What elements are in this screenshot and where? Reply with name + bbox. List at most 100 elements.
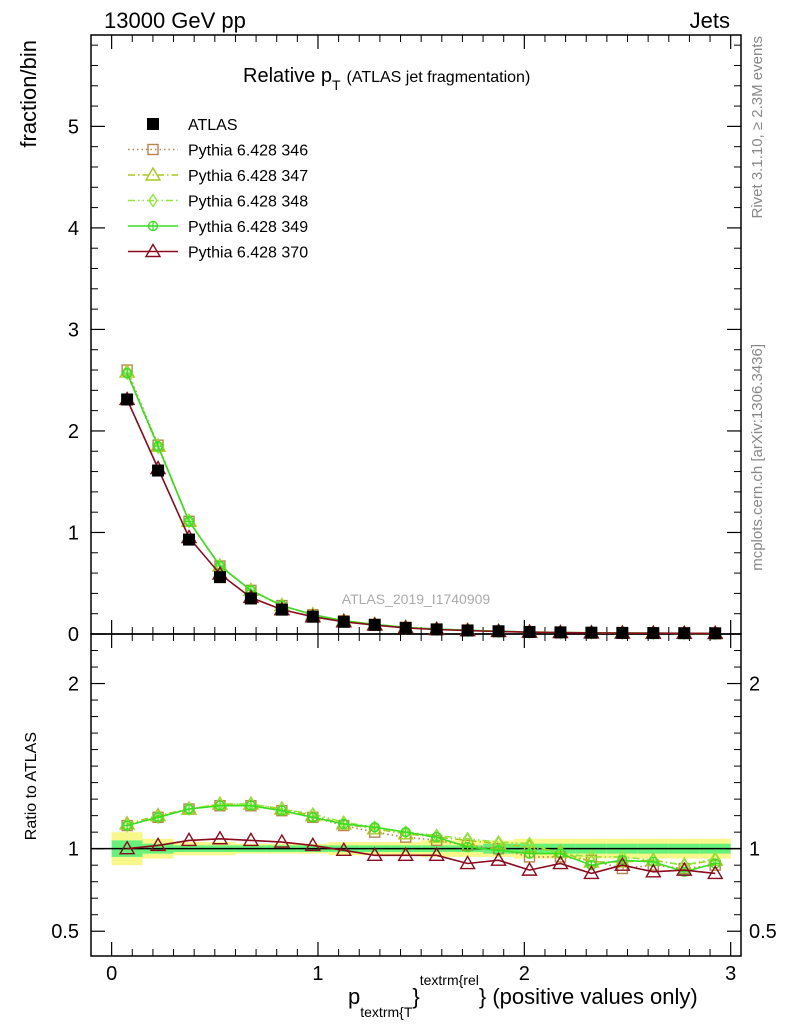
main-data-point <box>153 439 163 455</box>
ratio-y-tick-label: 0.5 <box>51 921 79 943</box>
main-ylabel: fraction/bin <box>16 40 41 148</box>
legend-marker <box>144 166 162 181</box>
analysis-watermark: ATLAS_2019_I1740909 <box>342 591 491 607</box>
chart-title: Relative pT (ATLAS jet fragmentation) <box>243 65 530 93</box>
ratio-data-point <box>366 846 383 861</box>
ratio-data-point <box>183 803 195 815</box>
x-axis-label-rest: } (positive values only) <box>479 984 698 1009</box>
ratio-data-point <box>121 820 133 831</box>
chart-title-suffix: (ATLAS jet fragmentation) <box>347 69 531 86</box>
main-data-point <box>368 618 381 631</box>
x-tick-label: 3 <box>725 963 736 985</box>
main-data-point <box>213 571 226 584</box>
ratio-data-point <box>369 819 380 835</box>
ratio-data-point <box>273 833 291 848</box>
ratio-data-point <box>184 801 194 817</box>
main-data-point <box>430 623 443 636</box>
legend-label: Pythia 6.428 346 <box>188 143 308 160</box>
main-data-point <box>647 627 660 640</box>
ratio-series-line <box>126 803 716 867</box>
main-data-point <box>492 625 505 638</box>
main-data-point <box>554 626 567 639</box>
ratio-data-point <box>149 836 167 852</box>
main-data-point <box>709 627 722 640</box>
ratio-data-point <box>211 830 229 845</box>
main-y-tick-label: 0 <box>68 624 79 646</box>
main-y-tick-label: 2 <box>68 421 79 443</box>
x-tick-label: 0 <box>106 963 117 985</box>
header-energy-label: 13000 GeV pp <box>104 8 246 33</box>
ratio-y-tick-label-right: 2 <box>749 674 760 696</box>
ratio-data-point <box>583 865 600 880</box>
x-axis-label-p: p <box>348 984 360 1009</box>
ratio-y-tick-label-right: 1 <box>749 839 760 861</box>
main-data-point <box>585 626 598 639</box>
main-data-point <box>183 516 195 527</box>
legend-marker <box>148 193 158 208</box>
legend-label: Pythia 6.428 348 <box>188 194 308 211</box>
ratio-series-0 <box>121 800 721 875</box>
legend-label: ATLAS <box>188 117 238 134</box>
main-data-point <box>306 610 319 623</box>
ratio-data-point <box>428 846 445 861</box>
ratio-data-point <box>459 855 476 870</box>
ratio-data-point <box>706 865 724 880</box>
ratio-data-point <box>369 822 380 833</box>
ratio-data-point <box>180 832 198 847</box>
main-data-point <box>122 365 132 381</box>
main-data-point <box>244 592 257 605</box>
ratio-y-tick-label: 2 <box>68 674 79 696</box>
main-series-5 <box>121 393 722 640</box>
main-data-point <box>184 514 194 529</box>
ratio-series-3 <box>121 800 721 877</box>
ratio-data-point <box>153 810 163 825</box>
ratio-data-point <box>335 841 352 857</box>
legend-marker <box>144 243 162 258</box>
ratio-series-layer <box>118 795 724 880</box>
main-data-point <box>121 393 134 406</box>
x-tick-label: 2 <box>519 963 530 985</box>
main-y-tick-label: 4 <box>68 218 79 240</box>
ratio-y-tick-label-right: 0.5 <box>749 921 777 943</box>
x-axis-label-superscript: textrm{rel <box>420 972 479 988</box>
x-tick-label: 1 <box>312 963 323 985</box>
x-axis-label-subscript: textrm{T <box>360 1004 413 1020</box>
main-data-point <box>399 621 412 634</box>
main-y-tick-label: 3 <box>68 319 79 341</box>
ratio-panel-frame <box>90 633 742 957</box>
mcplots-credit-label: mcplots.cern.ch [arXiv:1306.3436] <box>749 344 766 571</box>
main-data-point <box>461 624 474 637</box>
main-data-point <box>275 603 288 616</box>
ratio-data-point <box>490 851 507 866</box>
legend-label: Pythia 6.428 370 <box>188 245 308 262</box>
main-data-point <box>616 626 629 639</box>
ratio-data-point <box>307 812 319 823</box>
legend-label: Pythia 6.428 349 <box>188 219 308 236</box>
ratio-data-point <box>555 846 566 861</box>
main-y-tick-label: 5 <box>68 116 79 138</box>
ratio-data-point <box>338 818 349 830</box>
ratio-data-point <box>276 805 288 816</box>
legend-marker <box>147 143 159 156</box>
ratio-data-point <box>676 861 693 876</box>
legend-marker <box>147 220 159 232</box>
ratio-data-point <box>118 840 136 855</box>
legend-label: Pythia 6.428 347 <box>188 168 308 185</box>
ratio-ylabel: Ratio to ATLAS <box>23 732 40 840</box>
main-data-point <box>523 625 536 638</box>
chart-title-main: Relative p <box>243 65 332 87</box>
ratio-data-point <box>524 848 535 859</box>
legend-marker <box>147 118 159 130</box>
main-data-point <box>121 367 133 379</box>
header-category-label: Jets <box>690 8 730 33</box>
x-axis-label: ptextrm{T}textrm{rel} (positive values o… <box>348 972 698 1020</box>
x-axis-label-brace: } <box>412 984 419 1009</box>
ratio-data-point <box>122 818 132 833</box>
ratio-data-point <box>242 832 260 847</box>
main-data-point <box>152 464 165 477</box>
ratio-data-point <box>214 800 226 811</box>
ratio-data-point <box>614 856 631 871</box>
ratio-data-point <box>400 826 411 838</box>
ratio-data-point <box>431 831 442 843</box>
